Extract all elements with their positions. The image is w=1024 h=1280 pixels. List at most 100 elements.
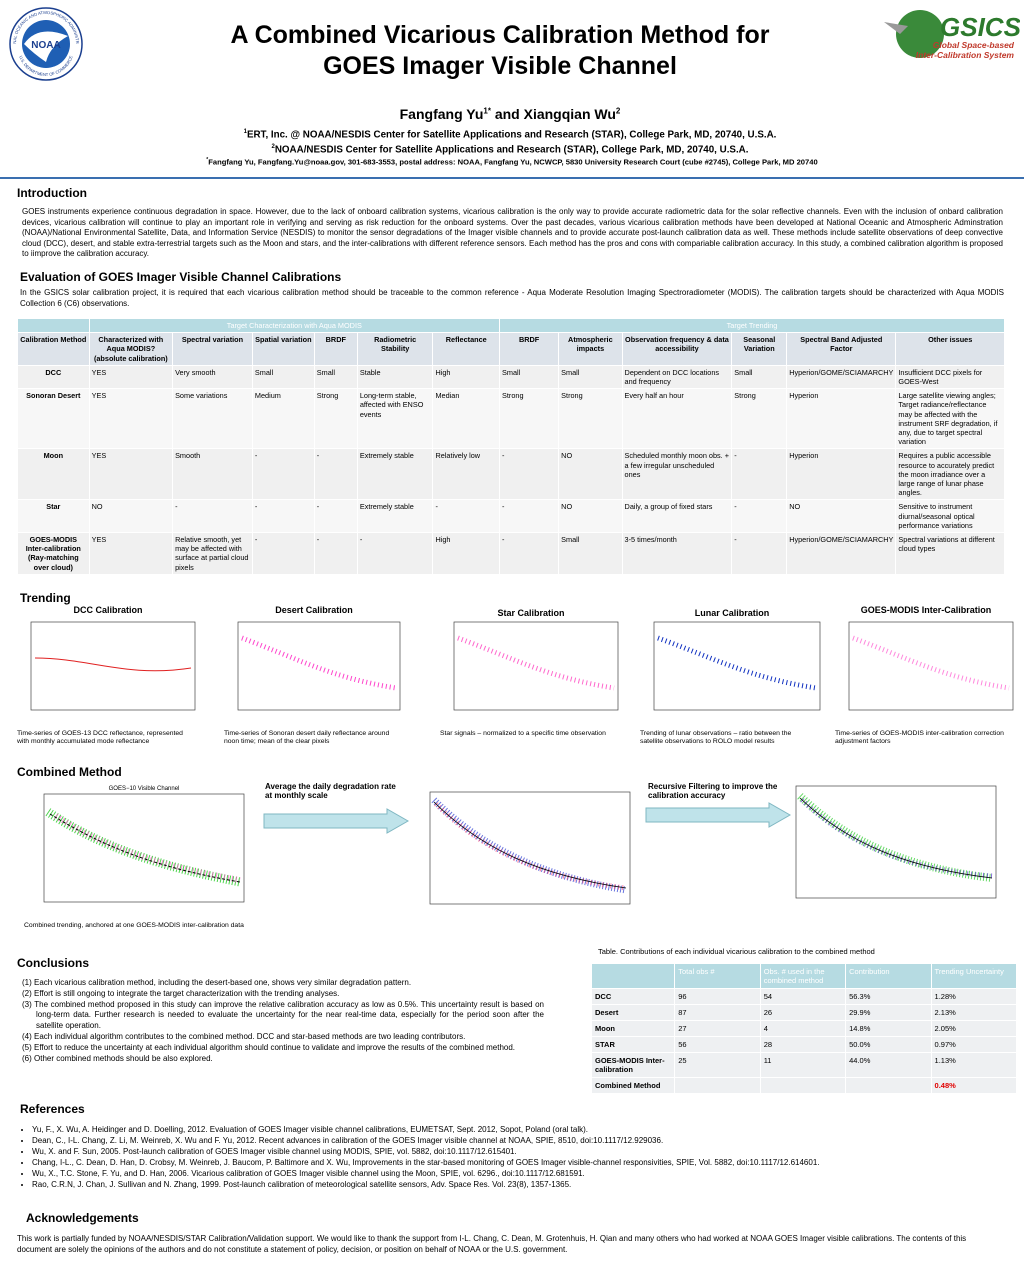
table-cell: Every half an hour	[621, 388, 733, 450]
title-line: A Combined Vicarious Calibration Method …	[230, 21, 770, 49]
plot-caption: Star signals – normalized to a specific …	[440, 730, 606, 737]
table-cell: 29.9%	[845, 1004, 932, 1021]
column-header: Atmospheric impacts	[558, 332, 623, 366]
column-header: Calibration Method	[17, 332, 90, 366]
table-cell: Medium	[251, 388, 315, 450]
affiliation: 1ERT, Inc. @ NOAA/NESDIS Center for Sate…	[60, 126, 960, 141]
table-cell: Moon	[590, 1020, 676, 1037]
table-cell: Desert	[590, 1004, 676, 1021]
table-cell: High	[432, 364, 501, 390]
table-cell: Small	[499, 364, 560, 390]
plot-image	[848, 621, 1014, 711]
table-cell: 1.13%	[930, 1052, 1018, 1078]
decor-scatter	[800, 798, 993, 879]
table-cell: Hyperion/GOME/SCIAMARCHY	[786, 364, 897, 390]
column-header: Obs. # used in the combined method	[759, 963, 847, 989]
section-heading: Conclusions	[17, 956, 90, 970]
authors: Fangfang Yu1* and Xiangqian Wu2	[100, 106, 920, 122]
table-cell: Strong	[558, 388, 623, 450]
section-heading: Evaluation of GOES Imager Visible Channe…	[20, 270, 342, 284]
reference-item: Rao, C.R.N, J. Chan, J. Sullivan and N. …	[32, 1179, 1004, 1190]
table-cell: 0.48%	[930, 1077, 1018, 1094]
table-cell: 1.28%	[930, 988, 1018, 1005]
contrib-table: Total obs # Obs. # used in the combined m…	[590, 963, 1018, 1094]
decor-scatter	[54, 813, 241, 883]
plot-title: GOES-MODIS Inter-Calibration	[860, 605, 992, 615]
group-cell	[17, 317, 90, 334]
table-cell: 50.0%	[845, 1036, 932, 1053]
table-row: STAR 56 28 50.0% 0.97%	[590, 1036, 1018, 1053]
table-cell: YES	[88, 388, 174, 450]
table-cell: 44.0%	[845, 1052, 932, 1078]
table-cell: Hyperion	[786, 448, 897, 501]
table-cell: YES	[88, 532, 174, 575]
table-cell: -	[313, 532, 358, 575]
table-cell: -	[499, 448, 560, 501]
group-row: Target Characterization with Aqua MODIS T…	[17, 317, 1005, 334]
author: Fangfang Yu	[399, 106, 484, 122]
table-cell: 54	[759, 988, 847, 1005]
table-cell: 2.13%	[930, 1004, 1018, 1021]
combined-plot-1: GOES−10 Visible Channel	[43, 786, 245, 903]
column-header: Seasonal Variation	[731, 332, 788, 366]
plot-image	[30, 621, 196, 711]
plot-frame	[653, 621, 821, 711]
plot-frame	[795, 785, 997, 899]
column-header: BRDF	[499, 332, 560, 366]
table-caption: Table. Contributions of each individual …	[598, 947, 875, 956]
gsics-name: GSICS	[940, 12, 1020, 42]
arrow	[645, 802, 792, 828]
table-cell: -	[731, 532, 788, 575]
table-cell: Strong	[499, 388, 560, 450]
gsics-line1: Global Space-based	[933, 40, 1015, 50]
table-cell: Extremely stable	[356, 499, 434, 534]
contrib-table-wrap: Total obs # Obs. # used in the combined m…	[590, 963, 1018, 1094]
table-row: DCC YES Very smooth Small Small Stable High Sma…	[17, 364, 1005, 390]
table-row: Sonoran Desert YES Some variations Medium St…	[17, 388, 1005, 450]
title-line: GOES Imager Visible Channel	[323, 52, 677, 80]
decor-fit	[49, 813, 241, 883]
eval-table: Target Characterization with Aqua MODIS T…	[17, 317, 1005, 575]
column-header	[590, 963, 676, 989]
column-header: Radiometric Stability	[356, 332, 434, 366]
table-cell: Small	[558, 364, 623, 390]
conclusion-item: (1) Each vicarious calibration method, i…	[22, 978, 412, 987]
table-cell: Insufficient DCC pixels for GOES-West	[895, 364, 1005, 390]
table-row: Moon YES Smooth - - Extremely stable Relativel…	[17, 448, 1005, 501]
table-cell: -	[251, 448, 315, 501]
reference-item: Wu, X., T.C. Stone, F. Yu, and D. Han, 2…	[32, 1168, 1004, 1179]
column-header: Total obs #	[674, 963, 761, 989]
author-sup: 1*	[483, 106, 491, 116]
table-cell: NO	[88, 499, 174, 534]
table-cell: GOES-MODIS Inter-calibration (Ray-matchi…	[17, 532, 90, 575]
section-heading: References	[20, 1102, 85, 1116]
table-cell: Long-term stable, affected with ENSO eve…	[356, 388, 434, 450]
plot-image	[453, 621, 619, 711]
step-label: Average the daily degradation rate at mo…	[265, 782, 396, 800]
affiliation-text: ERT, Inc. @ NOAA/NESDIS Center for Satel…	[246, 129, 777, 141]
contact-text: Fangfang Yu, Fangfang.Yu@noaa.gov, 301-6…	[208, 157, 818, 167]
conclusion-item: (4) Each individual algorithm contribute…	[22, 1031, 466, 1041]
table-cell: Scheduled monthly moon obs. + a few irre…	[621, 448, 733, 501]
conclusion-list: (1) Each vicarious calibration method, i…	[22, 978, 544, 1064]
noaa-logo-center: NOAA	[31, 40, 60, 51]
column-header: Trending Uncertainty	[930, 963, 1018, 989]
table-cell: -	[499, 499, 560, 534]
table-cell: Star	[17, 499, 90, 534]
table-row: GOES-MODIS Inter-calibration (Ray-matchi…	[17, 532, 1005, 575]
table-cell: Large satellite viewing angles; Target r…	[895, 388, 1005, 450]
table-cell: Sensitive to instrument diurnal/seasonal…	[895, 499, 1005, 534]
plot-caption: Time-series of GOES-MODIS inter-calibrat…	[835, 730, 1004, 746]
table-cell: Daily, a group of fixed stars	[621, 499, 733, 534]
table-cell: Some variations	[172, 388, 253, 450]
column-header: Spectral Band Adjusted Factor	[786, 332, 897, 366]
author-sup: 2	[615, 106, 621, 116]
author: Xiangqian Wu	[523, 106, 616, 122]
column-header: Reflectance	[432, 332, 501, 366]
plot-title: DCC Calibration	[73, 605, 143, 615]
table-cell: Relative smooth, yet may be affected wit…	[172, 532, 253, 575]
group-cell: Target Characterization with Aqua MODIS	[88, 317, 501, 334]
reference-item: Dean, C., I-L. Chang, Z. Li, M. Weinreb,…	[32, 1135, 1004, 1146]
section-heading: Introduction	[17, 186, 87, 200]
table-cell: YES	[88, 448, 174, 501]
